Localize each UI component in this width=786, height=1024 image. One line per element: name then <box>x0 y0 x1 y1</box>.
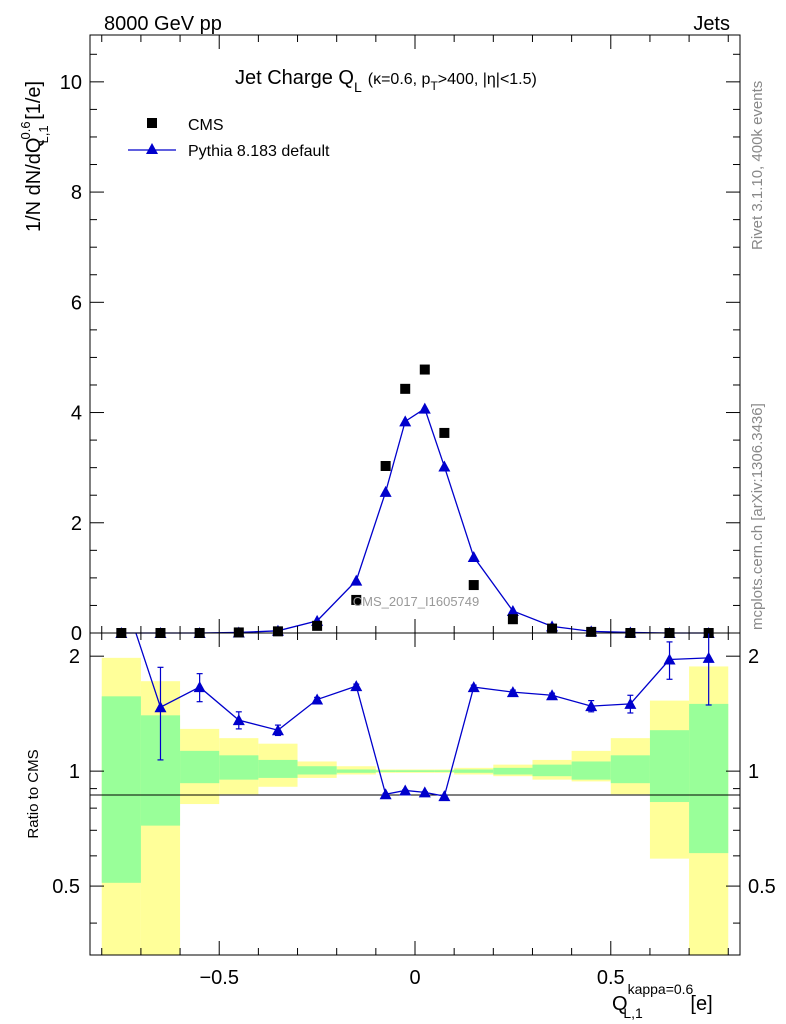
band-inner <box>375 770 396 772</box>
cms-point <box>400 383 411 394</box>
ratio-marks <box>115 583 715 802</box>
rivet-info-label: Rivet 3.1.10, 400k events <box>749 81 766 250</box>
main-ylabel: 1/N dN/dQ0.6 L,1 [1/e] <box>18 81 51 232</box>
cms-point <box>468 580 479 591</box>
ratio-ylabel: Ratio to CMS <box>25 749 42 838</box>
band-inner <box>454 769 494 773</box>
ratio-ytick-label-right: 2 <box>748 646 759 668</box>
main-ytick-label: 8 <box>71 182 82 204</box>
ratio-pythia-point <box>399 784 412 796</box>
cms-point <box>233 627 244 638</box>
band-inner <box>571 761 611 780</box>
cms-point <box>419 364 430 375</box>
band-inner <box>180 750 220 784</box>
band-inner <box>258 759 298 778</box>
band-inner <box>297 766 337 775</box>
band-inner <box>336 769 376 773</box>
pythia-point <box>350 574 363 586</box>
ratio-pythia-point <box>663 653 676 665</box>
ratio-ytick-label-right: 0.5 <box>748 876 776 898</box>
ratio-pythia-point <box>154 701 167 713</box>
pythia-point <box>438 460 451 472</box>
header-process-label: Jets <box>693 13 730 35</box>
band-inner <box>493 767 533 775</box>
ratio-pythia-point <box>232 714 245 726</box>
legend-cms-label: CMS <box>188 117 224 134</box>
band-inner <box>395 770 415 772</box>
ratio-pythia-point <box>115 583 127 594</box>
ratio-pythia-point <box>702 651 715 663</box>
cms-point <box>272 626 283 637</box>
ratio-xtick-label: 0.5 <box>597 967 625 989</box>
ratio-pythia-point <box>546 689 559 701</box>
pythia-point <box>379 485 392 497</box>
ratio-ytick-label: 0.5 <box>52 876 80 898</box>
ratio-ytick-label: 2 <box>69 646 80 668</box>
ratio-pythia-point <box>418 786 431 798</box>
cms-point <box>547 623 558 634</box>
mcplots-info-label: mcplots.cern.ch [arXiv:1306.3436] <box>749 403 766 630</box>
ratio-xtick-label: 0 <box>409 967 420 989</box>
main-ytick-label: 10 <box>60 72 82 94</box>
ratio-pythia-point <box>379 788 392 800</box>
band-inner <box>434 770 455 772</box>
band-inner <box>689 703 729 854</box>
ratio-ytick-label-right: 1 <box>748 761 759 783</box>
legend: CMS Pythia 8.183 default <box>128 117 330 160</box>
legend-cms-marker <box>147 118 157 128</box>
analysis-watermark: CMS_2017_I1605749 <box>353 594 480 609</box>
band-inner <box>101 696 141 883</box>
ratio-xtick-label: −0.5 <box>199 967 238 989</box>
main-ticks: 0 2 4 6 8 10 <box>60 35 740 645</box>
ratio-pythia-point <box>438 790 451 802</box>
ratio-panel: −0.5 0 0.5 0.5 0.5 1 1 2 2 Ratio to CMS Qkappa=0… <box>25 583 776 1021</box>
main-panel: 0 2 4 6 8 10 Jet Charge QL (κ=0.6, pT>400, |η|… <box>18 34 741 645</box>
ratio-pythia-point <box>311 693 324 705</box>
ratio-pythia-point <box>467 681 480 693</box>
legend-pythia-label: Pythia 8.183 default <box>188 143 330 160</box>
ratio-ytick-label: 1 <box>69 761 80 783</box>
ratio-ticks: −0.5 0 0.5 0.5 0.5 1 1 2 2 <box>52 633 776 989</box>
cms-point <box>586 626 597 637</box>
pythia-point <box>399 415 412 427</box>
main-ytick-label: 6 <box>71 292 82 314</box>
main-ytick-label: 2 <box>71 513 82 535</box>
ratio-pythia-point <box>585 700 598 712</box>
ratio-series <box>115 583 715 802</box>
band-inner <box>610 755 650 784</box>
pythia-point <box>506 604 519 616</box>
band-inner <box>649 730 690 803</box>
cms-point <box>380 461 391 472</box>
cms-point <box>351 594 362 605</box>
band-inner <box>415 770 435 772</box>
ratio-bands <box>101 657 729 955</box>
ratio-pythia-point <box>624 697 637 709</box>
ratio-xlabel: Qkappa=0.6 L,1 [e] <box>612 981 713 1021</box>
ratio-pythia-point <box>350 680 363 692</box>
ratio-pythia-point <box>193 681 206 693</box>
main-ytick-label: 0 <box>71 623 82 645</box>
main-ytick-label: 4 <box>71 403 82 425</box>
main-title: Jet Charge QL (κ=0.6, pT>400, |η|<1.5) <box>235 67 537 95</box>
pythia-point <box>467 550 480 562</box>
pythia-point <box>418 402 431 414</box>
ratio-pythia-line <box>135 633 709 797</box>
header-energy-label: 8000 GeV pp <box>104 13 222 35</box>
ratio-pythia-point <box>271 724 284 736</box>
legend-pythia-marker <box>146 143 158 154</box>
band-inner <box>219 755 259 780</box>
cms-point <box>312 620 323 631</box>
cms-point <box>439 427 450 438</box>
cms-point <box>507 614 518 625</box>
ratio-pythia-point <box>506 686 519 698</box>
band-inner <box>532 764 572 777</box>
